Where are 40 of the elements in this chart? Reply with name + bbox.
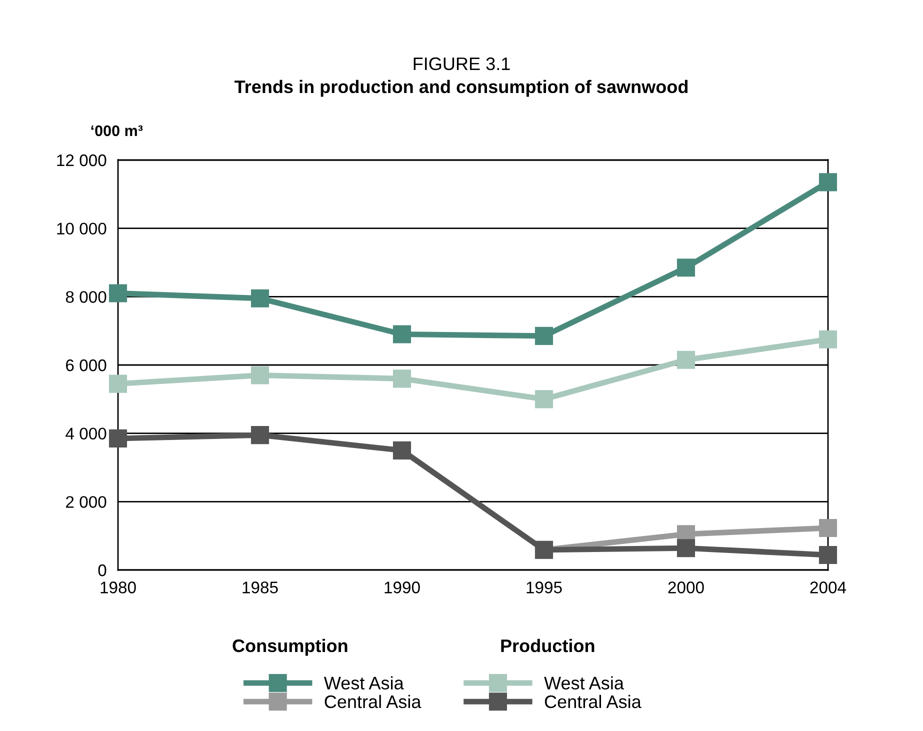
y-tick-label: 4 000 xyxy=(66,428,106,440)
point xyxy=(250,289,270,308)
legend-label: Central Asia xyxy=(324,694,422,708)
point xyxy=(818,330,838,348)
point xyxy=(392,370,412,388)
legend-label: West Asia xyxy=(324,676,404,690)
y-tick-label: 10 000 xyxy=(57,222,106,235)
legend-label: West Asia xyxy=(544,676,624,690)
point xyxy=(392,325,412,344)
x-tick-label: 1995 xyxy=(526,582,562,594)
legend-label: Central Asia xyxy=(544,694,642,708)
x-tick-label: 2000 xyxy=(668,582,704,594)
y-tick-label: 6 000 xyxy=(66,359,106,372)
chart-title: FIGURE 3.1 xyxy=(414,57,510,70)
y-tick-label: 12 000 xyxy=(57,154,106,166)
point xyxy=(818,546,838,564)
y-tick-label: 2 000 xyxy=(66,496,106,508)
text: Consumption xyxy=(232,638,348,656)
point xyxy=(534,326,554,345)
y-axis-title: ‘000 m³ xyxy=(91,125,143,136)
point xyxy=(676,258,696,277)
y-tick-label: 8 000 xyxy=(66,291,106,303)
point xyxy=(534,390,554,408)
x-tick-label: 1985 xyxy=(242,582,278,594)
point xyxy=(392,441,412,460)
point xyxy=(818,173,838,192)
point xyxy=(108,374,128,393)
point xyxy=(108,284,128,302)
x-tick-label: 1980 xyxy=(100,582,136,594)
point xyxy=(250,366,270,384)
text: Production xyxy=(501,638,594,652)
chart-subtitle: Trends in production and consumption of sawnwood xyxy=(234,80,688,97)
point xyxy=(676,539,696,558)
x-tick-label: 1990 xyxy=(384,582,420,594)
y-tick-label: 0 xyxy=(98,564,106,576)
x-tick-label: 2004 xyxy=(810,582,846,594)
point xyxy=(818,518,838,538)
point xyxy=(676,350,696,369)
point xyxy=(108,429,128,448)
point xyxy=(250,426,270,444)
